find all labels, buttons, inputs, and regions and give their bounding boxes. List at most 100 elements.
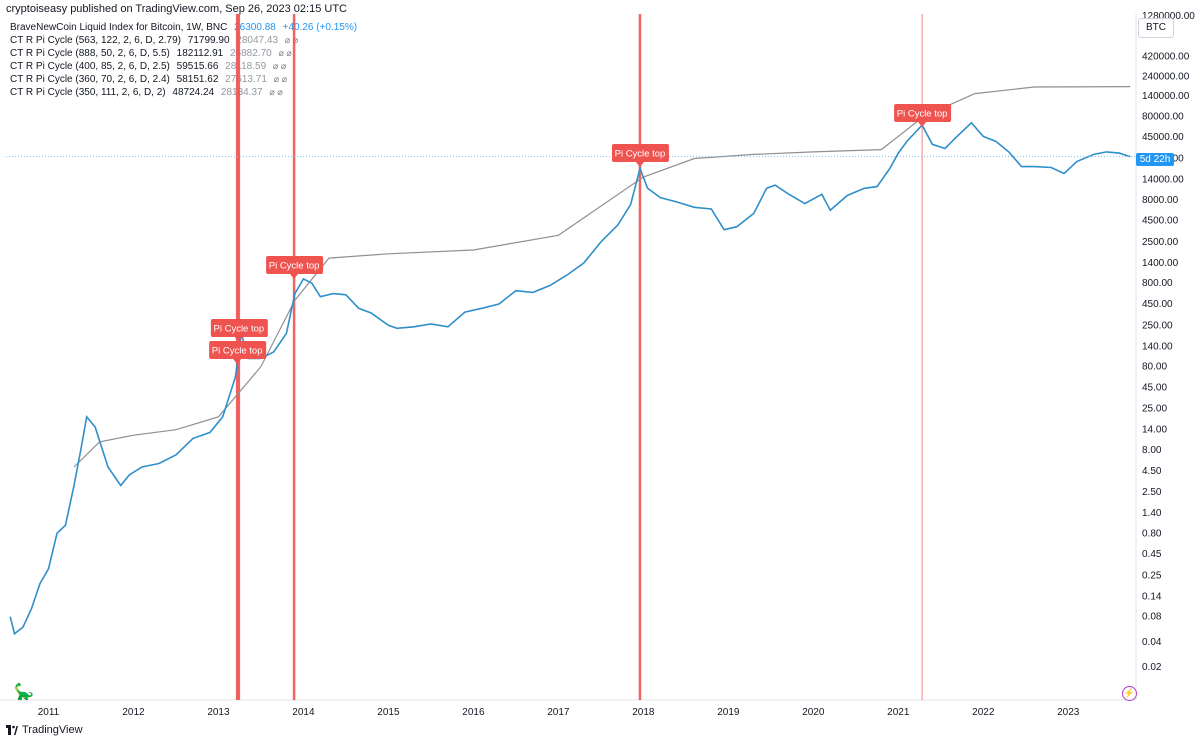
y-tick-label: 4.50: [1142, 466, 1162, 477]
legend-row-indicator[interactable]: CT R Pi Cycle (400, 85, 2, 6, D, 2.5) 59…: [10, 60, 357, 73]
legend-row-main[interactable]: BraveNewCoin Liquid Index for Bitcoin, 1…: [10, 22, 357, 34]
y-tick-label: 250.00: [1142, 320, 1173, 331]
eye-hidden-icon[interactable]: ⌀ ⌀: [278, 48, 292, 58]
y-tick-label: 2500.00: [1142, 237, 1179, 248]
legend-indicator-name: CT R Pi Cycle (350, 111, 2, 6, D, 2): [10, 87, 166, 98]
last-price-tag: 5d 22h: [1136, 153, 1174, 166]
legend-indicator-value-1: 48724.24: [172, 87, 215, 98]
signal-label: Pi Cycle top: [611, 144, 669, 167]
y-tick-label: 4500.00: [1142, 216, 1179, 227]
legend-indicator-name: CT R Pi Cycle (400, 85, 2, 6, D, 2.5): [10, 61, 170, 72]
eye-hidden-icon[interactable]: ⌀ ⌀: [269, 87, 283, 97]
y-tick-label: 8.00: [1142, 445, 1162, 456]
legend-indicator-value-1: 182112.91: [176, 48, 224, 59]
signal-label-pointer: [635, 162, 644, 167]
x-tick-label: 2023: [1057, 707, 1080, 718]
legend-indicator-value-1: 59515.66: [176, 61, 219, 72]
y-tick-label: 0.80: [1142, 528, 1162, 539]
price-line: [9, 121, 1131, 636]
lightning-icon[interactable]: ⚡: [1122, 686, 1137, 701]
signal-label: Pi Cycle top: [210, 319, 268, 342]
y-tick-label: 0.08: [1142, 612, 1162, 623]
footer-brand-text: TradingView: [22, 724, 83, 736]
x-tick-label: 2015: [377, 707, 400, 718]
legend-indicator-name: CT R Pi Cycle (888, 50, 2, 6, D, 5.5): [10, 48, 170, 59]
signal-label-text: Pi Cycle top: [615, 149, 666, 160]
y-tick-label: 0.02: [1142, 662, 1162, 673]
legend-indicator-value-2: 27613.71: [225, 74, 267, 85]
legend-row-indicator[interactable]: CT R Pi Cycle (350, 111, 2, 6, D, 2) 487…: [10, 86, 357, 99]
y-tick-label: 80000.00: [1142, 111, 1184, 122]
legend-main-name: BraveNewCoin Liquid Index for Bitcoin, 1…: [10, 22, 228, 33]
footer-brand: TradingView: [6, 724, 83, 736]
legend-indicator-value-1: 71799.90: [187, 35, 230, 46]
legend-row-indicator[interactable]: CT R Pi Cycle (563, 122, 2, 6, D, 2.79) …: [10, 34, 357, 47]
legend-row-indicator[interactable]: CT R Pi Cycle (360, 70, 2, 6, D, 2.4) 58…: [10, 73, 357, 86]
y-tick-label: 45.00: [1142, 382, 1167, 393]
y-tick-label: 450.00: [1142, 299, 1173, 310]
x-tick-label: 2021: [887, 707, 910, 718]
y-tick-label: 0.45: [1142, 549, 1162, 560]
price-series: [6, 121, 1136, 636]
y-tick-label: 0.14: [1142, 591, 1162, 602]
legend-indicator-value-2: 28118.59: [225, 61, 267, 72]
eye-hidden-icon[interactable]: ⌀ ⌀: [272, 61, 287, 71]
x-tick-label: 2012: [122, 707, 145, 718]
signal-label-pointer: [290, 274, 299, 279]
x-tick-label: 2014: [292, 707, 315, 718]
signal-label-text: Pi Cycle top: [269, 261, 320, 272]
signal-label-box: [611, 144, 669, 162]
eye-hidden-icon[interactable]: ⌀ ⌀: [273, 74, 288, 84]
x-tick-label: 2018: [632, 707, 655, 718]
signal-label-pointer: [234, 337, 243, 342]
eye-hidden-icon[interactable]: ⌀ ⌀: [284, 35, 299, 45]
signal-label-pointer: [918, 122, 927, 127]
signal-label: Pi Cycle top: [266, 256, 324, 279]
x-tick-label: 2013: [207, 707, 230, 718]
y-tick-label: 140000.00: [1142, 91, 1190, 102]
dino-icon[interactable]: 🦕: [14, 684, 34, 701]
symbol-label[interactable]: BTC: [1138, 18, 1174, 38]
y-tick-label: 1400.00: [1142, 258, 1179, 269]
x-tick-label: 2022: [972, 707, 995, 718]
x-tick-label: 2016: [462, 707, 485, 718]
time-axis[interactable]: 2011 2012 2013 2014 2015 2016 2017 2018 2019 2020…: [38, 707, 1080, 718]
legend-indicator-name: CT R Pi Cycle (563, 122, 2, 6, D, 2.79): [10, 35, 182, 46]
price-axis[interactable]: 1280000.00 420000.00 240000.00 140000.00 800…: [1142, 11, 1195, 673]
x-tick-label: 2011: [38, 707, 60, 718]
y-tick-label: 0.25: [1142, 570, 1162, 581]
y-tick-label: 2.50: [1142, 487, 1162, 498]
signal-label-text: Pi Cycle top: [214, 324, 265, 335]
signal-label-text: Pi Cycle top: [212, 346, 263, 357]
tradingview-logo-icon: [6, 725, 18, 735]
signal-label-text: Pi Cycle top: [897, 109, 948, 120]
legend-indicator-value-1: 58151.62: [176, 74, 219, 85]
legend-row-indicator[interactable]: CT R Pi Cycle (888, 50, 2, 6, D, 5.5) 18…: [10, 47, 357, 60]
x-tick-label: 2020: [802, 707, 825, 718]
legend-indicator-value-2: 28134.37: [220, 87, 263, 98]
legend-indicator-value-2: 26882.70: [229, 48, 272, 59]
pi-cycle-line: [73, 86, 1131, 468]
y-tick-label: 1280000.00: [1142, 11, 1195, 22]
y-tick-label: 420000.00: [1142, 51, 1190, 62]
legend-main-change: +40.26 (+0.15%): [282, 22, 358, 33]
legend-indicator-name: CT R Pi Cycle (360, 70, 2, 6, D, 2.4): [10, 74, 170, 85]
y-tick-label: 80.00: [1142, 362, 1167, 373]
y-tick-label: 8000.00: [1142, 195, 1179, 206]
y-tick-label: 1.40: [1142, 508, 1162, 519]
y-tick-label: 140.00: [1142, 341, 1173, 352]
y-tick-label: 25.00: [1142, 404, 1167, 415]
publisher-line: cryptoiseasy published on TradingView.co…: [6, 3, 347, 15]
y-tick-label: 240000.00: [1142, 72, 1190, 83]
y-tick-label: 14000.00: [1142, 175, 1184, 186]
y-tick-label: 45000.00: [1142, 132, 1184, 143]
chart-legend: BraveNewCoin Liquid Index for Bitcoin, 1…: [10, 22, 357, 99]
y-tick-label: 800.00: [1142, 278, 1173, 289]
signal-label: Pi Cycle top: [209, 341, 267, 364]
legend-main-price: 26300.88: [234, 22, 276, 33]
legend-indicator-value-2: 28047.43: [236, 35, 279, 46]
signal-labels: Pi Cycle top Pi Cycle top Pi Cycle top Pi C…: [209, 104, 952, 364]
signal-label-box: [266, 256, 324, 274]
signal-label-box: [209, 341, 267, 359]
